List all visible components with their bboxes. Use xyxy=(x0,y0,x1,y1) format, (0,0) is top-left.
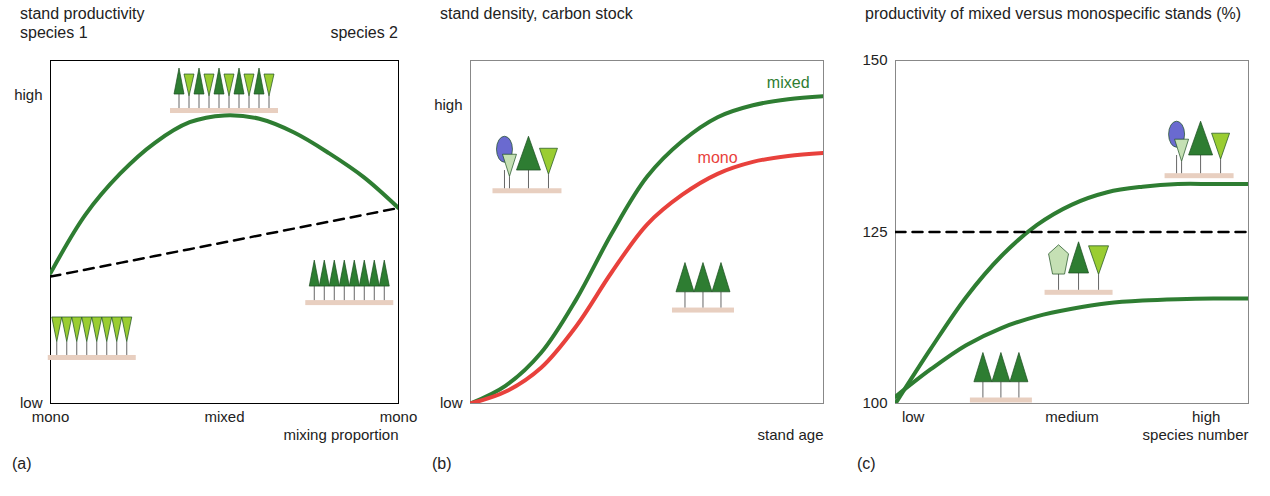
svg-text:stand age: stand age xyxy=(758,426,824,443)
svg-text:mono: mono xyxy=(32,408,70,425)
svg-text:high: high xyxy=(434,96,462,113)
svg-text:150: 150 xyxy=(862,51,887,68)
svg-text:mono: mono xyxy=(380,408,418,425)
html-text:species 1: species 1 xyxy=(20,24,88,41)
svg-text:mono: mono xyxy=(698,149,738,166)
html-text:(c): (c) xyxy=(857,455,876,472)
html-text:(b): (b) xyxy=(432,455,452,472)
svg-text:mixed: mixed xyxy=(204,408,244,425)
svg-text:medium: medium xyxy=(1045,408,1098,425)
svg-text:species number: species number xyxy=(1143,426,1249,443)
svg-text:low: low xyxy=(20,394,43,412)
svg-text:100: 100 xyxy=(862,394,887,411)
html-text:(a): (a) xyxy=(12,455,32,472)
html-text:productivity of mixed versus m: productivity of mixed versus monospecifi… xyxy=(865,5,1242,22)
svg-text:mixed: mixed xyxy=(767,74,810,91)
svg-text:low: low xyxy=(902,408,925,425)
svg-text:mixing proportion: mixing proportion xyxy=(283,426,398,443)
html-text:stand productivity: stand productivity xyxy=(20,5,145,22)
html-text:species 2: species 2 xyxy=(330,24,398,41)
svg-text:high: high xyxy=(1192,408,1220,425)
html-text:stand density, carbon stock: stand density, carbon stock xyxy=(440,5,633,22)
svg-text:high: high xyxy=(14,86,42,103)
svg-text:low: low xyxy=(440,394,463,411)
svg-text:125: 125 xyxy=(862,223,887,240)
